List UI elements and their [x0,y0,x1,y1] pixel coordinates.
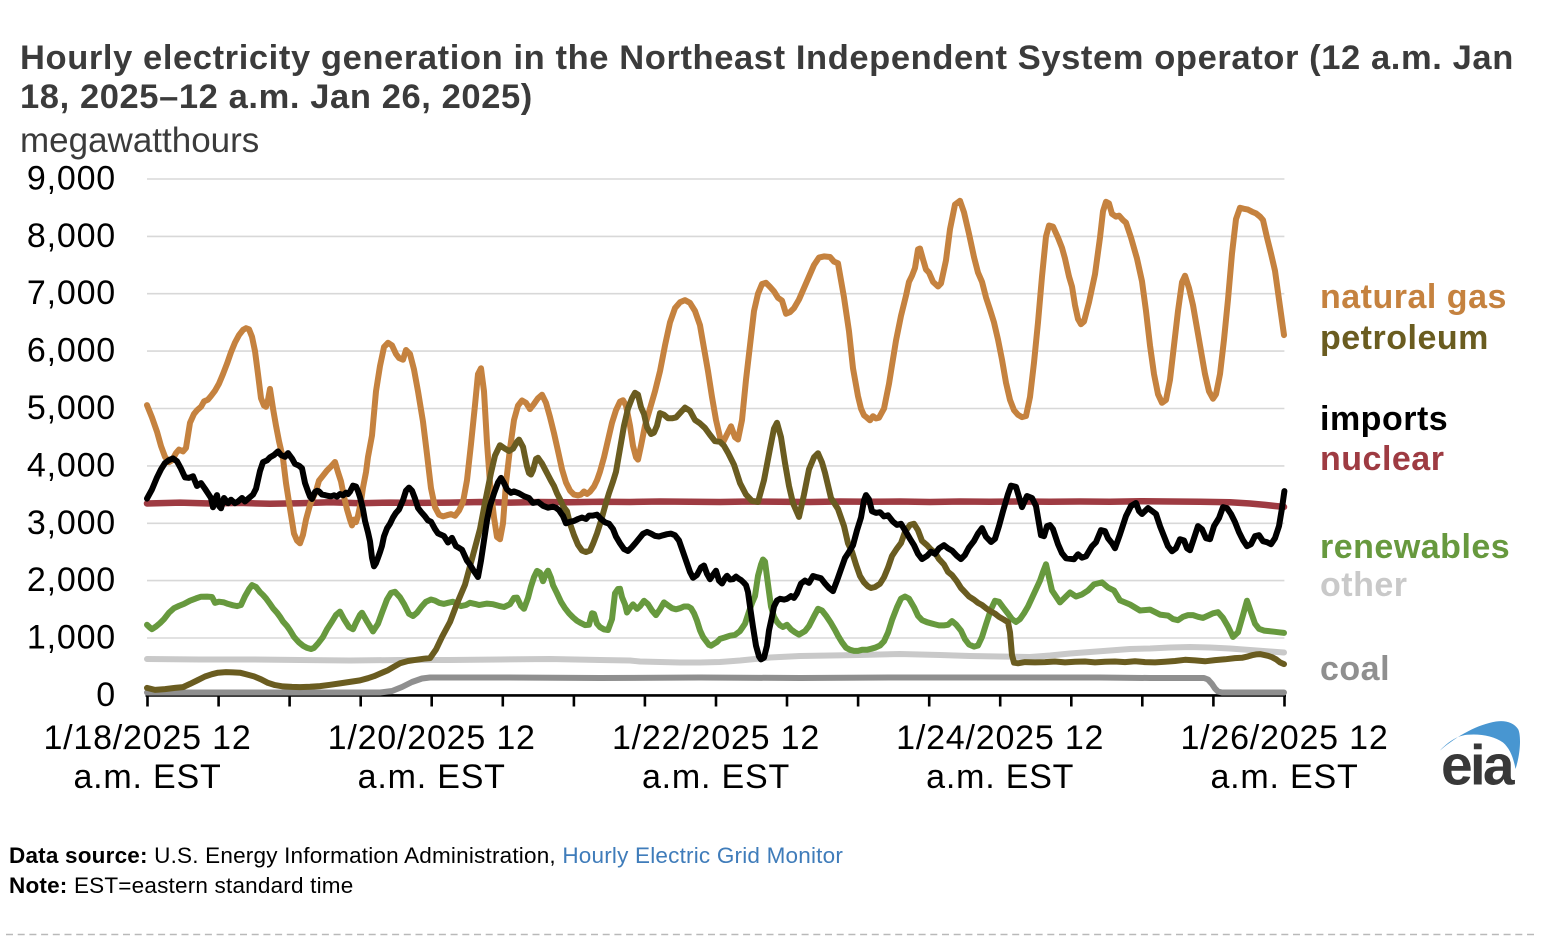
svg-text:Hourly electricity generation: Hourly electricity generation in the Nor… [20,39,1514,77]
svg-text:8,000: 8,000 [27,217,116,255]
svg-text:18, 2025–12 a.m. Jan 26, 2025): 18, 2025–12 a.m. Jan 26, 2025) [20,78,533,116]
svg-text:1/18/2025 12: 1/18/2025 12 [43,719,251,757]
svg-text:megawatthours: megawatthours [20,121,259,160]
svg-text:a.m. EST: a.m. EST [73,758,221,796]
svg-text:a.m. EST: a.m. EST [358,758,506,796]
svg-text:0: 0 [96,676,116,714]
svg-text:4,000: 4,000 [27,446,116,484]
svg-text:coal: coal [1320,650,1390,688]
svg-text:a.m. EST: a.m. EST [926,758,1074,796]
svg-text:imports: imports [1320,400,1448,438]
svg-text:eia: eia [1441,734,1516,798]
svg-text:renewables: renewables [1320,528,1510,566]
svg-text:1/22/2025 12: 1/22/2025 12 [612,719,820,757]
svg-text:9,000: 9,000 [27,160,116,198]
svg-text:1/24/2025 12: 1/24/2025 12 [896,719,1104,757]
svg-text:petroleum: petroleum [1320,319,1489,357]
svg-text:1/26/2025 12: 1/26/2025 12 [1180,719,1388,757]
svg-text:Note: EST=eastern standard tim: Note: EST=eastern standard time [9,873,353,898]
svg-text:Data source: U.S. Energy Infor: Data source: U.S. Energy Information Adm… [9,843,843,868]
svg-text:2,000: 2,000 [27,561,116,599]
svg-text:3,000: 3,000 [27,504,116,542]
svg-text:5,000: 5,000 [27,389,116,427]
svg-text:1,000: 1,000 [27,619,116,657]
svg-text:1/20/2025 12: 1/20/2025 12 [328,719,536,757]
svg-text:7,000: 7,000 [27,274,116,312]
svg-text:nuclear: nuclear [1320,440,1444,478]
svg-text:a.m. EST: a.m. EST [1210,758,1358,796]
svg-text:6,000: 6,000 [27,332,116,370]
svg-text:other: other [1320,566,1408,604]
svg-text:natural gas: natural gas [1320,278,1507,316]
svg-text:a.m. EST: a.m. EST [642,758,790,796]
